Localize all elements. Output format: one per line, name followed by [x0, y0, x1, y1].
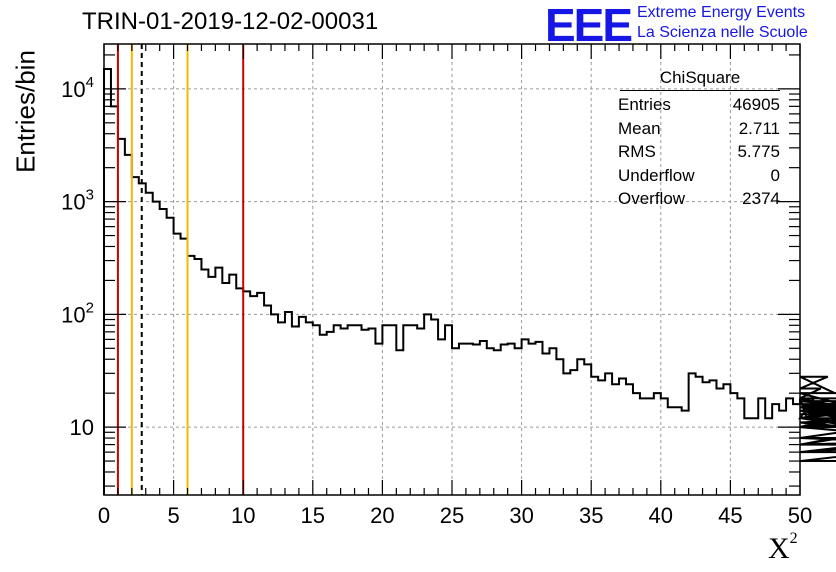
stats-value: 46905 [732, 95, 780, 114]
x-axis-label-main: X [768, 532, 790, 565]
x-axis-label-sup: 2 [789, 530, 798, 547]
y-tick-label: 103 [61, 187, 94, 215]
x-tick-label: 45 [718, 503, 742, 528]
x-tick-label: 40 [649, 503, 673, 528]
histogram-series [103, 68, 836, 495]
x-tick-label: 30 [509, 503, 533, 528]
stats-row-underflow: Underflow 0 [612, 166, 788, 190]
stats-value: 5.775 [737, 142, 780, 161]
stats-value: 0 [770, 165, 780, 185]
stats-rows: Entries 46905 Mean 2.711 RMS 5.775 Underflow 0 O… [612, 95, 788, 213]
stats-title: ChiSquare [620, 68, 780, 91]
logo-line-1: Extreme Energy Events [637, 4, 806, 21]
stats-label: RMS [618, 142, 656, 161]
x-tick-label: 15 [301, 503, 325, 528]
y-ticks [104, 54, 800, 487]
stats-label: Mean [618, 118, 661, 138]
stats-label: Entries [618, 95, 671, 114]
stats-row-overflow: Overflow 2374 [612, 189, 788, 213]
stats-value: 2374 [742, 189, 780, 208]
logo-line-2: La Scienza nelle Scuole [637, 24, 808, 41]
y-tick-label: 102 [61, 299, 94, 327]
x-tick-label: 25 [440, 503, 464, 528]
grid [104, 44, 800, 495]
chart-title: TRIN-01-2019-12-02-00031 [82, 8, 379, 35]
x-tick-label: 10 [231, 503, 255, 528]
x-tick-label: 5 [167, 503, 179, 528]
logo-mark: EEE [545, 0, 633, 51]
x-axis-label: X2 [768, 530, 798, 566]
stats-label: Overflow [618, 189, 686, 208]
stats-value: 2.711 [738, 118, 780, 138]
x-tick-label: 35 [579, 503, 603, 528]
x-tick-label: 20 [370, 503, 394, 528]
x-ticks [103, 44, 801, 495]
stats-row-mean: Mean 2.711 [612, 119, 788, 143]
stats-label: Underflow [618, 165, 695, 185]
y-tick-label: 10 [70, 415, 94, 440]
stats-box: ChiSquare Entries 46905 Mean 2.711 RMS 5.775 U… [612, 68, 788, 213]
x-tick-label: 50 [788, 503, 812, 528]
stats-row-rms: RMS 5.775 [612, 142, 788, 166]
y-tick-label: 104 [61, 74, 94, 102]
x-tick-label: 0 [98, 503, 110, 528]
stats-row-entries: Entries 46905 [612, 95, 788, 119]
